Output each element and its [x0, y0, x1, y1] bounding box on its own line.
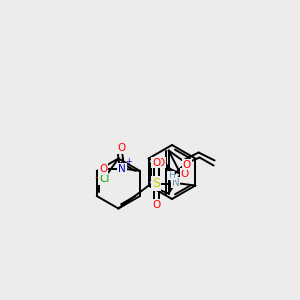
- Text: O: O: [157, 158, 165, 167]
- Text: -: -: [94, 172, 98, 182]
- Text: S: S: [152, 177, 160, 190]
- Text: O: O: [152, 158, 160, 167]
- Text: O: O: [152, 200, 160, 209]
- Text: O: O: [181, 169, 189, 179]
- Text: H: H: [168, 171, 175, 180]
- Text: O: O: [182, 160, 191, 170]
- Text: Cl: Cl: [99, 175, 110, 184]
- Text: O: O: [99, 164, 107, 174]
- Text: O: O: [117, 143, 125, 153]
- Text: N: N: [172, 178, 179, 188]
- Text: +: +: [125, 158, 131, 166]
- Text: N: N: [118, 164, 126, 174]
